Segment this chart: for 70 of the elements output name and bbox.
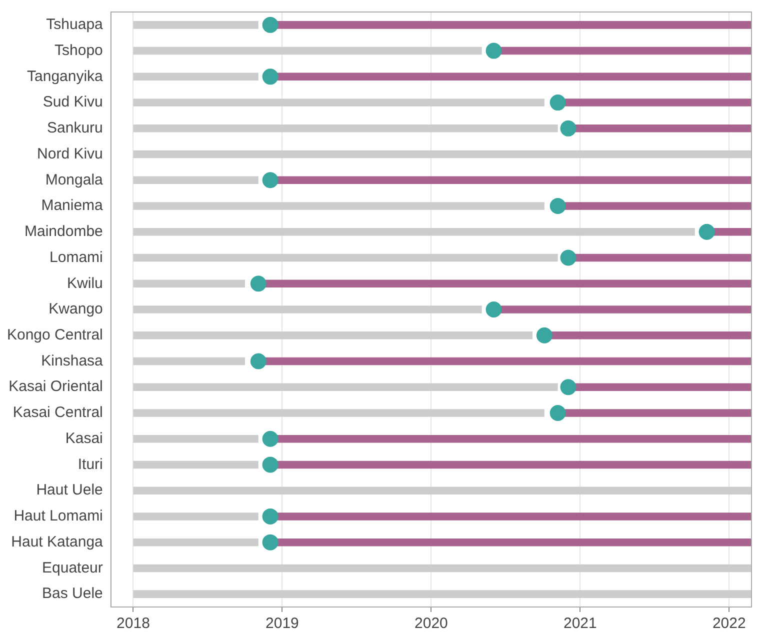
- bar: [133, 228, 695, 236]
- bar: [133, 564, 752, 572]
- point: [262, 456, 278, 473]
- point: [486, 42, 502, 59]
- y-tick-label: Lomami: [50, 248, 103, 266]
- y-tick-label: Tshopo: [54, 42, 103, 59]
- x-tick-label: 2021: [563, 615, 597, 632]
- y-tick-label: Kasai Oriental: [8, 378, 103, 396]
- point: [262, 534, 278, 550]
- point: [550, 94, 566, 111]
- y-tick-label: Kasai: [65, 430, 103, 447]
- point: [262, 430, 278, 447]
- bar: [133, 409, 544, 417]
- bar: [133, 150, 752, 158]
- y-tick-label: Sud Kivu: [42, 94, 103, 111]
- point: [560, 250, 576, 266]
- y-tick-label: Tshuapa: [46, 16, 104, 34]
- bar: [133, 357, 245, 366]
- bar: [133, 98, 544, 106]
- bar: [133, 280, 245, 288]
- bar: [133, 512, 258, 520]
- bar: [133, 72, 258, 81]
- y-tick-label: Equateur: [42, 559, 103, 576]
- y-tick-label: Maniema: [41, 197, 104, 214]
- point: [262, 508, 278, 524]
- y-tick-label: Haut Lomami: [14, 508, 103, 525]
- bar: [133, 21, 258, 29]
- point: [560, 379, 576, 396]
- bar: [133, 306, 482, 314]
- y-tick-label: Sankuru: [47, 120, 103, 137]
- y-tick-label: Kinshasa: [41, 352, 104, 370]
- bar: [133, 460, 258, 469]
- y-tick-label: Bas Uele: [42, 585, 103, 602]
- point: [560, 120, 576, 136]
- bar: [133, 383, 558, 391]
- bar: [133, 590, 752, 598]
- y-tick-label: Kasai Central: [12, 404, 103, 422]
- point: [262, 172, 278, 188]
- point: [550, 198, 566, 214]
- bar: [133, 46, 482, 55]
- bar: [133, 434, 258, 443]
- point: [250, 353, 266, 370]
- bar: [133, 202, 544, 210]
- x-tick-label: 2019: [266, 615, 299, 632]
- bar: [133, 254, 558, 262]
- x-tick-label: 2020: [414, 615, 448, 632]
- bar: [133, 124, 558, 132]
- bar: [133, 176, 258, 184]
- y-tick-label: Ituri: [78, 456, 103, 473]
- y-tick-label: Kwilu: [67, 274, 103, 292]
- y-tick-label: Nord Kivu: [37, 145, 103, 162]
- y-tick-label: Haut Uele: [36, 482, 103, 499]
- bar: [133, 331, 533, 340]
- x-tick-label: 2018: [116, 615, 150, 632]
- bar: [133, 538, 258, 546]
- point: [262, 68, 278, 85]
- y-tick-label: Tanganyika: [27, 68, 104, 85]
- point: [698, 224, 715, 240]
- point: [486, 302, 502, 318]
- point: [550, 404, 566, 421]
- x-tick-label: 2022: [712, 615, 746, 632]
- y-tick-label: Kongo Central: [6, 326, 103, 344]
- point: [250, 276, 266, 292]
- y-tick-label: Maindombe: [24, 223, 103, 240]
- y-tick-label: Haut Katanga: [11, 533, 104, 550]
- point: [262, 16, 278, 33]
- point: [536, 327, 552, 344]
- y-tick-label: Kwango: [48, 300, 103, 318]
- bar: [133, 486, 752, 494]
- y-tick-label: Mongala: [45, 171, 104, 188]
